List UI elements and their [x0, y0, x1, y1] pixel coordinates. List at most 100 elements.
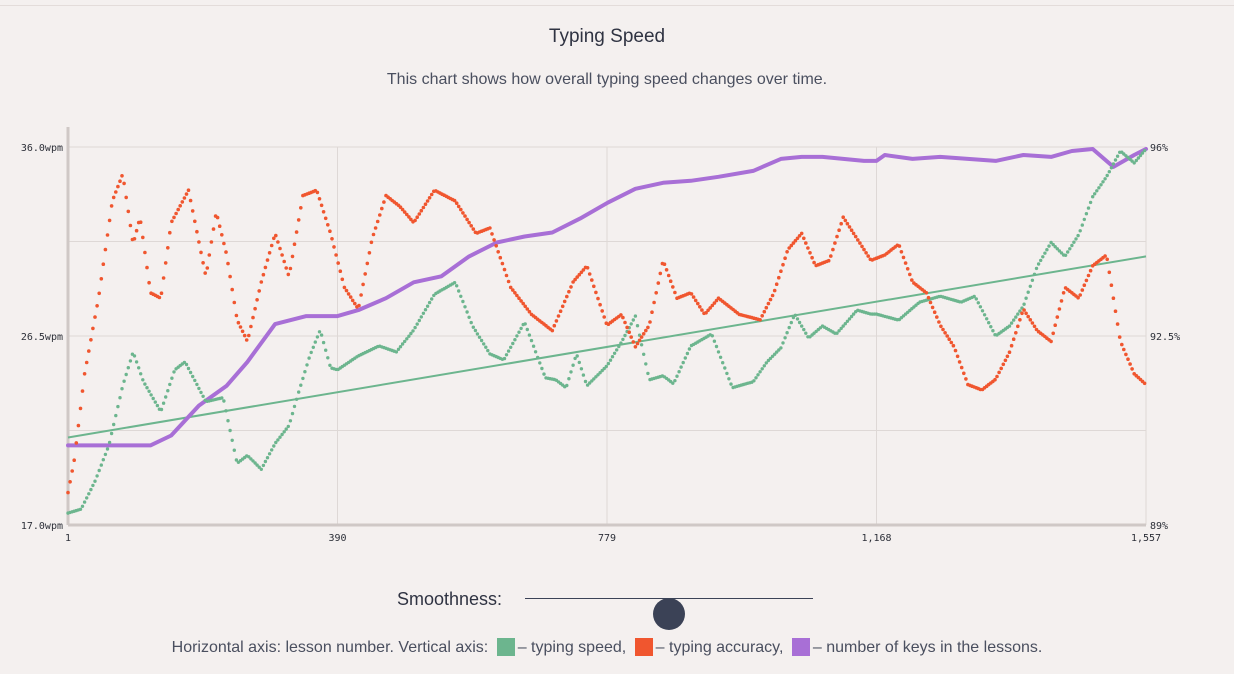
speed-point — [538, 361, 542, 365]
accuracy-point — [107, 218, 112, 223]
speed-point — [139, 372, 143, 376]
accuracy-point — [1115, 322, 1120, 326]
speed-point — [1105, 173, 1109, 178]
speed-point — [571, 363, 575, 367]
accuracy-point — [338, 269, 343, 274]
speed-point — [671, 381, 675, 385]
speed-point — [407, 334, 411, 338]
accuracy-point — [1080, 288, 1085, 292]
accuracy-point — [467, 220, 471, 225]
accuracy-point — [174, 211, 178, 216]
accuracy-point — [764, 305, 769, 310]
speed-point — [1080, 223, 1085, 227]
speed-point — [191, 374, 195, 379]
speed-point — [509, 345, 513, 349]
accuracy-point — [633, 345, 638, 349]
speed-point — [321, 340, 326, 345]
speed-point — [760, 367, 764, 371]
smoothness-label: Smoothness: — [397, 589, 503, 609]
accuracy-point — [1142, 381, 1147, 386]
speed-point — [484, 345, 488, 349]
accuracy-point — [648, 320, 652, 324]
accuracy-point — [323, 216, 328, 221]
accuracy-point — [145, 265, 149, 270]
speed-point — [1134, 158, 1139, 163]
accuracy-point — [562, 299, 567, 304]
speed-point — [766, 358, 771, 363]
speed-point — [1030, 278, 1035, 282]
smoothness-slider-thumb[interactable] — [653, 598, 685, 630]
smoothness-slider-track[interactable] — [525, 598, 813, 630]
accuracy-point — [554, 319, 559, 323]
accuracy-point — [845, 221, 850, 226]
page-subtitle: This chart shows how overall typing spee… — [386, 71, 828, 88]
speed-point — [835, 331, 839, 335]
speed-point — [513, 338, 517, 342]
accuracy-point — [953, 348, 958, 353]
accuracy-point — [186, 188, 191, 192]
speed-point — [398, 345, 403, 349]
accuracy-point — [668, 279, 673, 284]
speed-point — [1041, 255, 1045, 259]
accuracy-point — [802, 236, 806, 241]
accuracy-point — [810, 255, 814, 260]
accuracy-point — [935, 315, 939, 319]
speed-point — [301, 376, 305, 381]
accuracy-point — [382, 200, 386, 204]
speed-trend-line — [67, 255, 1147, 439]
speed-point — [565, 383, 569, 388]
speed-point — [112, 422, 116, 427]
speed-point — [536, 355, 540, 360]
accuracy-point — [286, 272, 291, 277]
speed-point — [396, 347, 401, 351]
accuracy-point — [517, 296, 521, 301]
speed-swatch-icon — [496, 638, 515, 656]
accuracy-point — [496, 250, 501, 254]
speed-point — [1113, 158, 1118, 162]
speed-point — [783, 336, 787, 340]
speed-point — [1136, 156, 1141, 160]
speed-point — [97, 468, 101, 473]
accuracy-point — [1120, 342, 1124, 347]
accuracy-point — [777, 275, 781, 280]
speed-point — [768, 356, 773, 361]
speed-point — [319, 333, 324, 337]
accuracy-point — [402, 210, 407, 214]
speed-point — [758, 370, 762, 374]
accuracy-point — [209, 240, 214, 244]
speed-point — [107, 440, 112, 445]
accuracy-point — [696, 301, 700, 306]
accuracy-point — [947, 337, 951, 342]
accuracy-point — [581, 268, 586, 272]
accuracy-point — [344, 288, 349, 293]
accuracy-point — [74, 441, 79, 445]
speed-point — [795, 317, 800, 321]
speed-point — [585, 383, 590, 387]
speed-point — [141, 378, 145, 382]
accuracy-point — [195, 229, 199, 234]
accuracy-point — [926, 295, 931, 300]
accuracy-point — [226, 261, 230, 266]
speed-point — [710, 334, 714, 338]
speed-point — [199, 390, 203, 395]
accuracy-point — [829, 254, 833, 258]
speed-point — [629, 322, 633, 326]
speed-point — [473, 328, 478, 333]
speed-point — [421, 311, 426, 315]
speed-point — [841, 324, 845, 328]
speed-point — [1072, 240, 1076, 244]
accuracy-point — [234, 313, 239, 318]
speed-point — [394, 350, 399, 354]
speed-point — [1032, 272, 1037, 276]
accuracy-point — [1003, 358, 1008, 363]
accuracy-point — [99, 277, 104, 281]
speed-point — [675, 374, 679, 378]
speed-point — [315, 335, 320, 339]
speed-point — [1074, 237, 1078, 241]
accuracy-point — [82, 372, 87, 376]
speed-point — [1009, 321, 1014, 325]
speed-point — [1138, 153, 1143, 158]
accuracy-point — [332, 245, 336, 249]
speed-point — [164, 395, 168, 399]
speed-point — [1076, 233, 1080, 238]
